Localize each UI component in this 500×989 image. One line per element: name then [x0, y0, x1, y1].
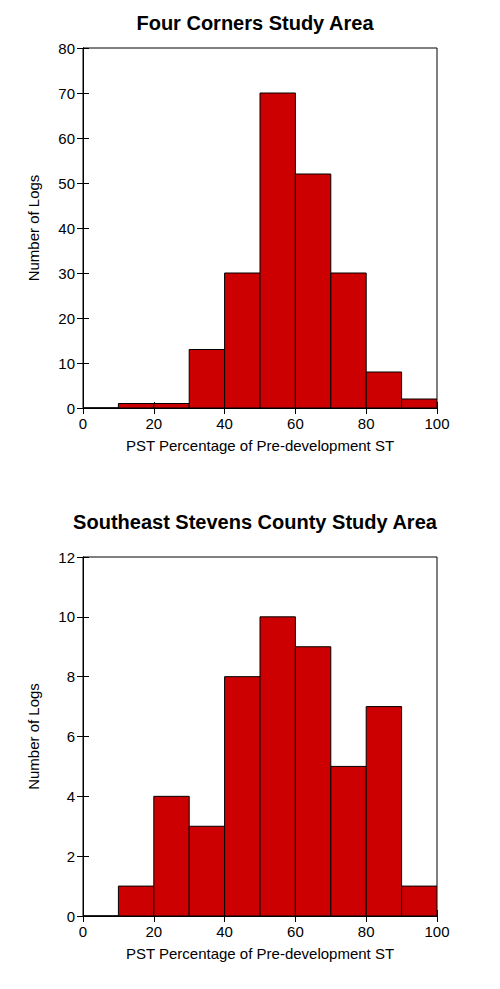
svg-text:40: 40 — [58, 220, 75, 237]
svg-text:Four Corners Study Area: Four Corners Study Area — [136, 12, 374, 34]
svg-text:2: 2 — [67, 848, 75, 865]
svg-text:40: 40 — [216, 415, 233, 432]
svg-text:60: 60 — [287, 415, 304, 432]
svg-text:PST Percentage of Pre-developm: PST Percentage of Pre-development ST — [126, 945, 394, 962]
svg-text:20: 20 — [58, 310, 75, 327]
svg-text:20: 20 — [145, 415, 162, 432]
svg-text:60: 60 — [58, 130, 75, 147]
svg-text:100: 100 — [424, 415, 449, 432]
svg-text:80: 80 — [358, 415, 375, 432]
svg-text:50: 50 — [58, 175, 75, 192]
svg-text:80: 80 — [358, 923, 375, 940]
svg-text:6: 6 — [67, 728, 75, 745]
svg-text:80: 80 — [58, 40, 75, 57]
svg-text:40: 40 — [216, 923, 233, 940]
svg-text:4: 4 — [67, 788, 75, 805]
svg-text:100: 100 — [424, 923, 449, 940]
svg-text:10: 10 — [58, 608, 75, 625]
svg-text:Southeast Stevens County Study: Southeast Stevens County Study Area — [73, 511, 438, 533]
svg-text:10: 10 — [58, 355, 75, 372]
svg-text:PST Percentage of Pre-developm: PST Percentage of Pre-development ST — [126, 437, 394, 454]
svg-text:12: 12 — [58, 549, 75, 566]
svg-text:0: 0 — [79, 923, 87, 940]
svg-text:Number of Logs: Number of Logs — [25, 683, 42, 790]
svg-text:0: 0 — [79, 415, 87, 432]
svg-text:8: 8 — [67, 668, 75, 685]
svg-text:0: 0 — [67, 908, 75, 925]
svg-text:60: 60 — [287, 923, 304, 940]
svg-text:70: 70 — [58, 85, 75, 102]
svg-text:0: 0 — [67, 400, 75, 417]
svg-text:30: 30 — [58, 265, 75, 282]
svg-text:Number of Logs: Number of Logs — [25, 175, 42, 282]
svg-text:20: 20 — [145, 923, 162, 940]
